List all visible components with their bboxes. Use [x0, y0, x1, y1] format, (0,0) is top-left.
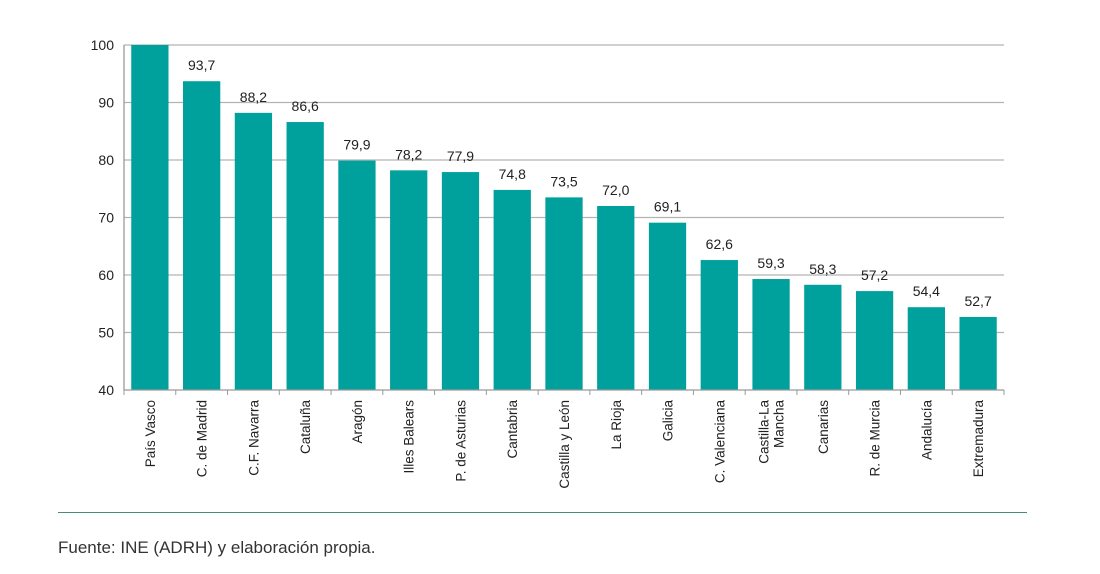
- category-label: Canarias: [816, 400, 831, 454]
- bar-16: [959, 316, 997, 390]
- data-label: 79,9: [343, 137, 370, 153]
- bar-2: [234, 112, 273, 390]
- y-tick-label: 100: [91, 37, 115, 53]
- bar-3: [286, 122, 324, 391]
- axes: [123, 45, 1005, 395]
- category-label: C.F. Navarra: [246, 400, 261, 476]
- bars: [131, 45, 997, 391]
- y-tick-label: 40: [98, 382, 114, 398]
- footer-rule: [58, 512, 1027, 513]
- y-tick-label: 70: [98, 210, 114, 226]
- bar-0: [131, 45, 169, 390]
- category-label: Mancha: [772, 400, 787, 449]
- source-note: Fuente: INE (ADRH) y elaboración propia.: [58, 538, 376, 557]
- category-label: Andalucía: [919, 400, 934, 461]
- category-label: Castilla-La: [757, 400, 772, 464]
- category-label: País Vasco: [143, 400, 158, 467]
- bar-5: [390, 170, 428, 390]
- bar-12: [752, 279, 790, 390]
- category-label: P. de Asturias: [453, 400, 468, 482]
- bar-11: [700, 260, 738, 390]
- category-label: Cataluña: [298, 400, 313, 455]
- category-label: Cantabria: [505, 400, 520, 459]
- data-label: 73,5: [550, 173, 577, 189]
- category-label: C. Valenciana: [712, 400, 727, 484]
- y-tick-label: 60: [98, 267, 114, 283]
- data-label: 93,7: [188, 57, 215, 73]
- data-label: 62,6: [706, 236, 733, 252]
- category-label: Illes Balears: [402, 400, 417, 474]
- bar-4: [338, 160, 376, 390]
- bar-7: [493, 189, 531, 390]
- bar-6: [441, 172, 480, 390]
- category-label: Castilla y León: [557, 400, 572, 489]
- data-label: 54,4: [913, 283, 940, 299]
- category-label: Galicia: [661, 400, 676, 442]
- data-label: 58,3: [809, 261, 836, 277]
- bar-14: [855, 291, 894, 390]
- category-label: R. de Murcia: [868, 400, 883, 477]
- data-label: 88,2: [240, 89, 267, 105]
- bar-15: [907, 307, 945, 390]
- bar-8: [545, 197, 583, 390]
- data-label: 78,2: [395, 146, 422, 162]
- category-label: Aragón: [350, 400, 365, 444]
- bar-10: [648, 222, 687, 390]
- category-label: Extremadura: [971, 400, 986, 478]
- data-label: 52,7: [964, 293, 991, 309]
- y-tick-label: 80: [98, 152, 114, 168]
- data-label: 77,9: [447, 148, 474, 164]
- data-label: 59,3: [757, 255, 784, 271]
- data-label: 57,2: [861, 267, 888, 283]
- category-label: La Rioja: [609, 400, 624, 450]
- y-tick-label: 50: [98, 325, 114, 341]
- bar-1: [183, 81, 221, 390]
- y-tick-label: 90: [98, 95, 114, 111]
- data-label: 69,1: [654, 199, 681, 215]
- data-label: 86,6: [292, 98, 319, 114]
- labels: 40 50 60 70 80 90 100 País Vasco 93,7 C. de Madri…: [91, 37, 992, 489]
- data-label: 74,8: [499, 166, 526, 182]
- bar-9: [597, 206, 635, 390]
- data-label: 72,0: [602, 182, 629, 198]
- bar-13: [804, 284, 842, 390]
- category-label: C. de Madrid: [195, 400, 210, 477]
